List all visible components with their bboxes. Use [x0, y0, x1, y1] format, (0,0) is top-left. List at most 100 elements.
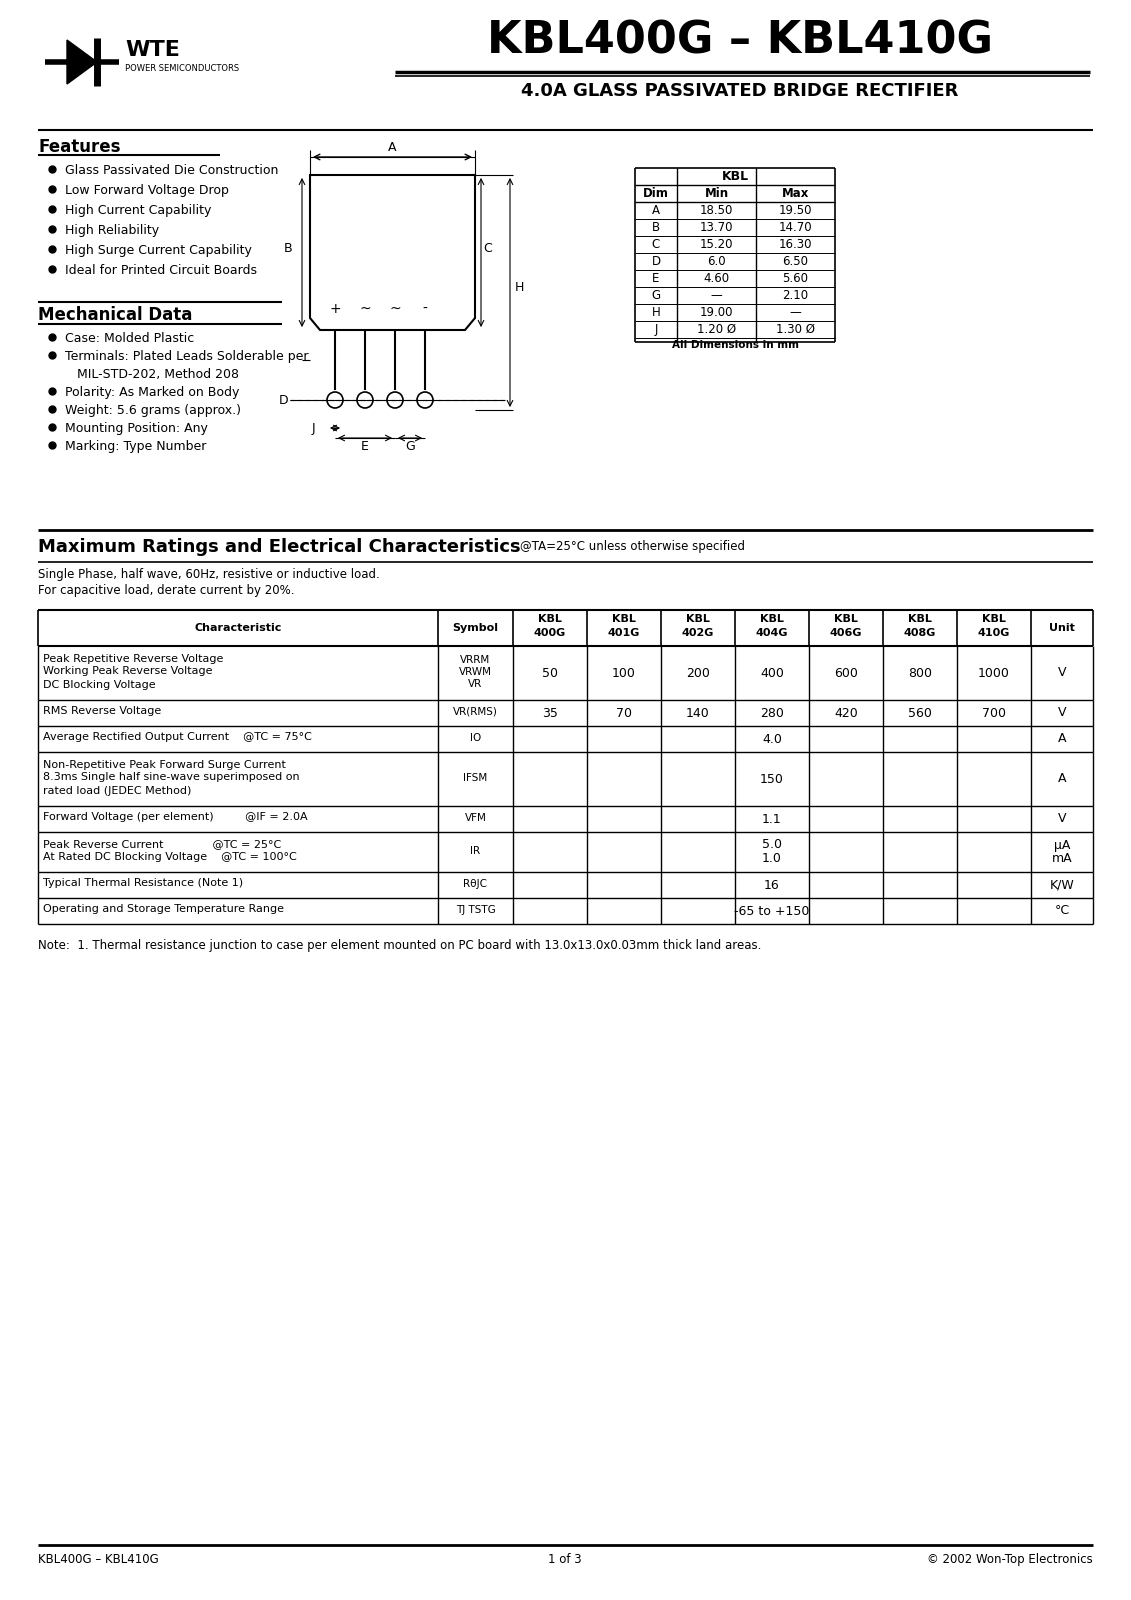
Text: 400G: 400G: [534, 627, 567, 638]
Text: 6.50: 6.50: [783, 254, 809, 267]
Text: 18.50: 18.50: [700, 203, 733, 218]
Text: 2.10: 2.10: [783, 290, 809, 302]
Text: Marking: Type Number: Marking: Type Number: [64, 440, 206, 453]
Text: A: A: [651, 203, 661, 218]
Text: POWER SEMICONDUCTORS: POWER SEMICONDUCTORS: [126, 64, 239, 74]
Text: IO: IO: [469, 733, 481, 742]
Text: 150: 150: [760, 773, 784, 786]
Text: 401G: 401G: [607, 627, 640, 638]
Text: KBL: KBL: [908, 614, 932, 624]
Text: Non-Repetitive Peak Forward Surge Current: Non-Repetitive Peak Forward Surge Curren…: [43, 760, 286, 770]
Text: VFM: VFM: [465, 813, 486, 822]
Text: D: D: [278, 394, 288, 406]
Text: V: V: [1057, 813, 1067, 826]
Text: Low Forward Voltage Drop: Low Forward Voltage Drop: [64, 184, 228, 197]
Text: VR: VR: [468, 678, 483, 690]
Text: -: -: [423, 302, 428, 317]
Text: 50: 50: [542, 667, 558, 680]
Text: 404G: 404G: [756, 627, 788, 638]
Text: VRWM: VRWM: [459, 667, 492, 677]
Text: 140: 140: [687, 707, 710, 720]
Text: B: B: [651, 221, 661, 234]
Text: +: +: [329, 302, 340, 317]
Text: KBL: KBL: [538, 614, 562, 624]
Text: 200: 200: [687, 667, 710, 680]
Polygon shape: [67, 40, 97, 83]
Text: 1000: 1000: [978, 667, 1010, 680]
Text: Operating and Storage Temperature Range: Operating and Storage Temperature Range: [43, 904, 284, 915]
Text: Ideal for Printed Circuit Boards: Ideal for Printed Circuit Boards: [64, 264, 257, 277]
Text: Terminals: Plated Leads Solderable per: Terminals: Plated Leads Solderable per: [64, 350, 309, 363]
Text: @TA=25°C unless otherwise specified: @TA=25°C unless otherwise specified: [520, 541, 745, 554]
Text: 420: 420: [835, 707, 858, 720]
Text: Working Peak Reverse Voltage: Working Peak Reverse Voltage: [43, 667, 213, 677]
Text: V: V: [1057, 707, 1067, 720]
Text: ~: ~: [360, 302, 371, 317]
Text: WTE: WTE: [126, 40, 180, 59]
Text: 400: 400: [760, 667, 784, 680]
Text: RMS Reverse Voltage: RMS Reverse Voltage: [43, 707, 162, 717]
Text: K/W: K/W: [1050, 878, 1074, 891]
Text: 800: 800: [908, 667, 932, 680]
Text: —: —: [789, 306, 802, 318]
Text: Max: Max: [782, 187, 809, 200]
Text: 1.20 Ø: 1.20 Ø: [697, 323, 736, 336]
Text: H: H: [515, 282, 525, 294]
Text: 8.3ms Single half sine-wave superimposed on: 8.3ms Single half sine-wave superimposed…: [43, 773, 300, 782]
Text: -65 to +150: -65 to +150: [734, 906, 810, 918]
Text: KBL: KBL: [722, 170, 749, 182]
Text: Maximum Ratings and Electrical Characteristics: Maximum Ratings and Electrical Character…: [38, 538, 520, 557]
Text: V: V: [1057, 667, 1067, 680]
Text: Single Phase, half wave, 60Hz, resistive or inductive load.: Single Phase, half wave, 60Hz, resistive…: [38, 568, 380, 581]
Text: Features: Features: [38, 138, 121, 157]
Text: Typical Thermal Resistance (Note 1): Typical Thermal Resistance (Note 1): [43, 878, 243, 888]
Text: 402G: 402G: [682, 627, 714, 638]
Text: Weight: 5.6 grams (approx.): Weight: 5.6 grams (approx.): [64, 403, 241, 418]
Text: G: G: [651, 290, 661, 302]
Text: KBL: KBL: [760, 614, 784, 624]
Text: 16.30: 16.30: [779, 238, 812, 251]
Text: Average Rectified Output Current    @TC = 75°C: Average Rectified Output Current @TC = 7…: [43, 733, 312, 742]
Text: Characteristic: Characteristic: [195, 622, 282, 634]
Text: μA: μA: [1054, 838, 1070, 851]
Text: J: J: [312, 422, 316, 435]
Text: Symbol: Symbol: [452, 622, 499, 634]
Text: Case: Molded Plastic: Case: Molded Plastic: [64, 333, 195, 346]
Text: VRRM: VRRM: [460, 654, 491, 666]
Text: MIL-STD-202, Method 208: MIL-STD-202, Method 208: [64, 368, 239, 381]
Text: IR: IR: [470, 846, 481, 856]
Text: 1.30 Ø: 1.30 Ø: [776, 323, 815, 336]
Text: 280: 280: [760, 707, 784, 720]
Text: E: E: [361, 440, 369, 453]
Text: KBL: KBL: [834, 614, 858, 624]
Text: 16: 16: [765, 878, 780, 893]
Text: Glass Passivated Die Construction: Glass Passivated Die Construction: [64, 165, 278, 178]
Text: 19.50: 19.50: [779, 203, 812, 218]
Text: Polarity: As Marked on Body: Polarity: As Marked on Body: [64, 386, 240, 398]
Text: 1.0: 1.0: [762, 851, 782, 864]
Text: For capacitive load, derate current by 20%.: For capacitive load, derate current by 2…: [38, 584, 294, 597]
Text: KBL: KBL: [982, 614, 1005, 624]
Text: All Dimensions in mm: All Dimensions in mm: [672, 341, 798, 350]
Text: Note:  1. Thermal resistance junction to case per element mounted on PC board wi: Note: 1. Thermal resistance junction to …: [38, 939, 761, 952]
Text: 70: 70: [616, 707, 632, 720]
Text: Peak Repetitive Reverse Voltage: Peak Repetitive Reverse Voltage: [43, 653, 224, 664]
Text: High Current Capability: High Current Capability: [64, 203, 211, 218]
Text: rated load (JEDEC Method): rated load (JEDEC Method): [43, 786, 191, 795]
Text: Dim: Dim: [644, 187, 668, 200]
Text: J: J: [655, 323, 658, 336]
Text: C: C: [651, 238, 661, 251]
Text: Peak Reverse Current              @TC = 25°C: Peak Reverse Current @TC = 25°C: [43, 838, 282, 850]
Text: High Surge Current Capability: High Surge Current Capability: [64, 243, 252, 258]
Text: —: —: [710, 290, 723, 302]
Text: High Reliability: High Reliability: [64, 224, 159, 237]
Text: 4.0A GLASS PASSIVATED BRIDGE RECTIFIER: 4.0A GLASS PASSIVATED BRIDGE RECTIFIER: [521, 82, 959, 99]
Text: KBL: KBL: [612, 614, 636, 624]
Text: KBL: KBL: [687, 614, 710, 624]
Text: © 2002 Won-Top Electronics: © 2002 Won-Top Electronics: [927, 1554, 1093, 1566]
Text: 5.0: 5.0: [762, 838, 782, 851]
Text: Min: Min: [705, 187, 728, 200]
Text: 600: 600: [834, 667, 858, 680]
Text: B: B: [284, 243, 292, 256]
Text: 410G: 410G: [978, 627, 1010, 638]
